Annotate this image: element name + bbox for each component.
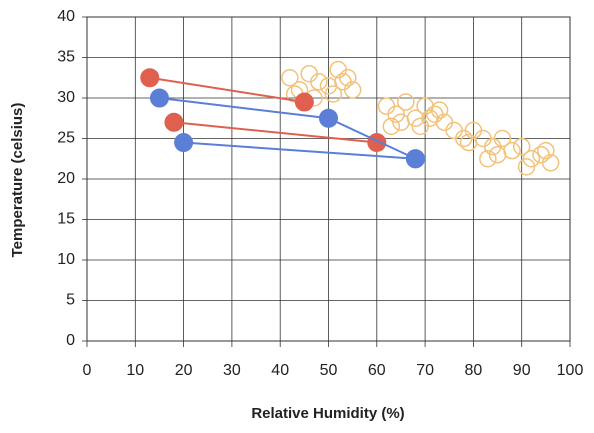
point bbox=[367, 133, 387, 153]
y-tick-label: 35 bbox=[57, 49, 75, 66]
x-tick-label: 10 bbox=[126, 362, 144, 379]
x-tick-label: 90 bbox=[513, 362, 531, 379]
y-axis-title: Temperature (celsius) bbox=[9, 103, 26, 258]
point bbox=[445, 121, 463, 140]
x-tick-label: 60 bbox=[368, 362, 386, 379]
point bbox=[294, 92, 314, 112]
y-tick-label: 0 bbox=[66, 332, 75, 349]
y-tick-label: 20 bbox=[57, 170, 75, 187]
y-tick-label: 30 bbox=[57, 89, 75, 106]
point bbox=[493, 129, 512, 148]
point bbox=[421, 109, 439, 127]
y-tick-label: 5 bbox=[66, 292, 75, 309]
point bbox=[377, 97, 396, 115]
plot-frame bbox=[86, 16, 571, 342]
y-tick-label: 10 bbox=[57, 251, 75, 268]
y-tick-label: 40 bbox=[57, 8, 75, 25]
point bbox=[324, 85, 343, 103]
point bbox=[488, 145, 507, 164]
x-tick-label: 0 bbox=[83, 362, 92, 379]
x-tick-label: 70 bbox=[416, 362, 434, 379]
point bbox=[392, 113, 410, 132]
x-tick-label: 80 bbox=[465, 362, 483, 379]
point bbox=[405, 149, 425, 169]
point bbox=[343, 81, 362, 99]
point bbox=[140, 68, 160, 88]
point bbox=[459, 133, 478, 152]
point bbox=[174, 133, 194, 153]
point bbox=[300, 64, 318, 83]
point bbox=[479, 150, 497, 168]
series-line bbox=[149, 76, 377, 144]
point bbox=[281, 69, 299, 87]
x-tick-label: 50 bbox=[320, 362, 338, 379]
point bbox=[532, 145, 550, 164]
x-tick-label: 20 bbox=[175, 362, 193, 379]
point bbox=[541, 154, 560, 172]
point bbox=[319, 108, 338, 128]
point bbox=[426, 105, 444, 123]
point bbox=[382, 117, 401, 136]
y-tick-label: 15 bbox=[57, 211, 75, 228]
point bbox=[164, 112, 184, 132]
point bbox=[310, 73, 328, 91]
y-tick-label: 25 bbox=[57, 130, 75, 147]
x-tick-label: 30 bbox=[223, 362, 241, 379]
x-axis-title: Relative Humidity (%) bbox=[251, 405, 404, 422]
point bbox=[512, 137, 531, 156]
x-tick-label: 40 bbox=[271, 362, 289, 379]
point bbox=[339, 69, 357, 87]
x-tick-label: 100 bbox=[557, 362, 584, 379]
point bbox=[397, 93, 415, 111]
point bbox=[537, 141, 555, 160]
point bbox=[149, 88, 169, 108]
point bbox=[517, 158, 536, 176]
point bbox=[503, 141, 521, 160]
